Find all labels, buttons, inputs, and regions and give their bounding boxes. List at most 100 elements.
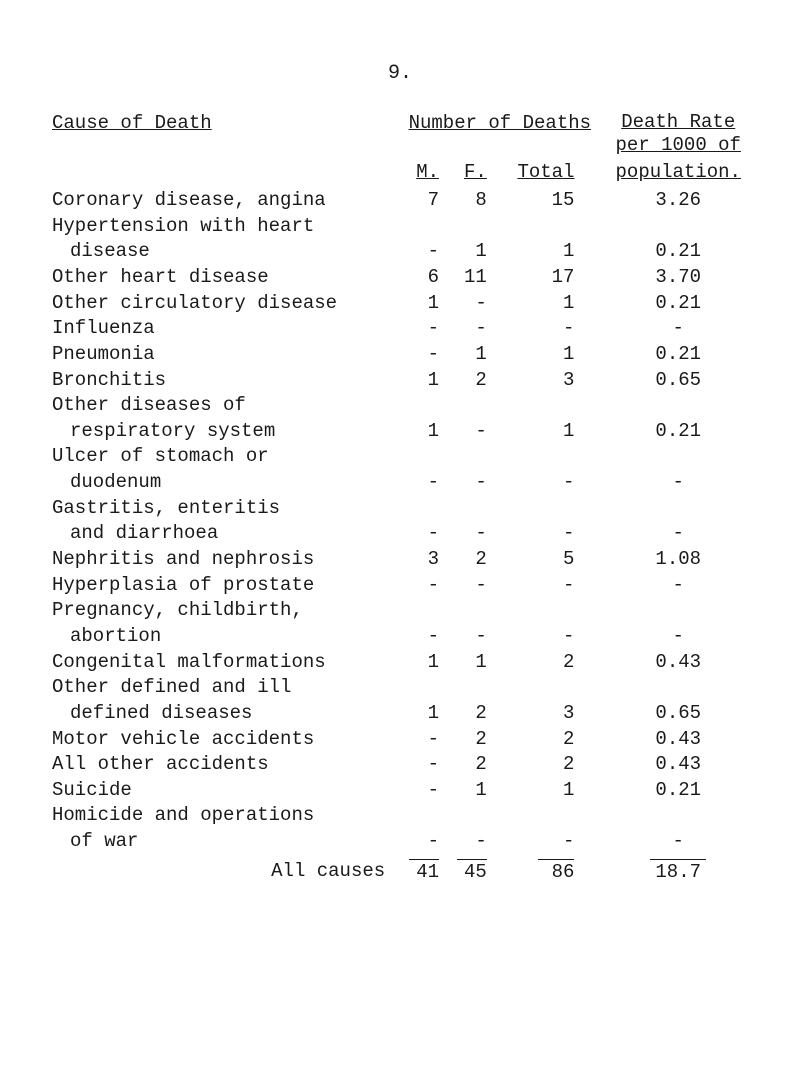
cell-rate: - [604, 829, 752, 855]
cell-t: 5 [491, 547, 605, 573]
cause-label: of war [52, 829, 138, 855]
cause-label: respiratory system [52, 419, 275, 445]
cell-m: - [395, 470, 443, 496]
cell-f: - [443, 624, 491, 650]
cause-label: Coronary disease, angina [52, 189, 326, 211]
table-row: defined diseases1230.65 [48, 701, 752, 727]
cell-m: 1 [395, 419, 443, 445]
cell-f: 2 [443, 547, 491, 573]
cell-f: 1 [443, 239, 491, 265]
header-per1000: per 1000 of [616, 134, 741, 156]
table-row: Influenza---- [48, 316, 752, 342]
header-f: F. [464, 161, 487, 183]
table-row: Hypertension with heart [48, 214, 752, 240]
all-causes-row: All causes 41 45 86 18.7 [48, 855, 752, 886]
cause-label: Influenza [52, 317, 155, 339]
cell-m: - [395, 752, 443, 778]
cell-rate [604, 803, 752, 829]
cell-m: 3 [395, 547, 443, 573]
table-row: Other heart disease611173.70 [48, 265, 752, 291]
cell-rate [604, 675, 752, 701]
cause-label: Other defined and ill [52, 676, 291, 698]
table-row: of war---- [48, 829, 752, 855]
cause-label: Congenital malformations [52, 651, 326, 673]
cell-rate: 3.70 [604, 265, 752, 291]
total-rate: 18.7 [650, 859, 706, 886]
cell-t: - [491, 316, 605, 342]
cell-t [491, 803, 605, 829]
page: 9. Cause of Death Number of Deaths Death… [0, 0, 800, 885]
cell-m [395, 444, 443, 470]
cell-f: 2 [443, 727, 491, 753]
cause-label: Motor vehicle accidents [52, 728, 314, 750]
cell-t: 1 [491, 778, 605, 804]
table-row: duodenum---- [48, 470, 752, 496]
cell-rate: - [604, 316, 752, 342]
table-row: Other defined and ill [48, 675, 752, 701]
cell-f: 1 [443, 342, 491, 368]
cause-label: Bronchitis [52, 369, 166, 391]
table-row: Gastritis, enteritis [48, 496, 752, 522]
cell-m: - [395, 316, 443, 342]
cell-rate: 3.26 [604, 188, 752, 214]
cell-t: 2 [491, 727, 605, 753]
cell-f: 1 [443, 650, 491, 676]
table-row: disease-110.21 [48, 239, 752, 265]
header-row-1: Cause of Death Number of Deaths Death Ra… [48, 111, 752, 160]
cause-label: Ulcer of stomach or [52, 445, 269, 467]
total-f: 45 [457, 859, 487, 886]
header-m: M. [416, 161, 439, 183]
cell-rate [604, 598, 752, 624]
cell-rate: 0.21 [604, 239, 752, 265]
cell-t: - [491, 470, 605, 496]
table-row: respiratory system1-10.21 [48, 419, 752, 445]
header-death-rate: Death Rate [621, 111, 735, 133]
cell-rate: 0.21 [604, 419, 752, 445]
cell-t: 17 [491, 265, 605, 291]
cell-rate: 0.21 [604, 342, 752, 368]
cell-f: - [443, 470, 491, 496]
cell-t [491, 393, 605, 419]
cell-rate: 0.21 [604, 778, 752, 804]
cell-t: 3 [491, 368, 605, 394]
cell-f [443, 675, 491, 701]
cell-m: 1 [395, 368, 443, 394]
cell-m: - [395, 342, 443, 368]
cell-f: 2 [443, 701, 491, 727]
cause-label: duodenum [52, 470, 161, 496]
cause-label: Hypertension with heart [52, 215, 314, 237]
cell-t: 1 [491, 419, 605, 445]
cause-label: Pneumonia [52, 343, 155, 365]
cause-label: Other diseases of [52, 394, 246, 416]
header-cause: Cause of Death [52, 112, 212, 134]
header-total: Total [517, 161, 574, 183]
cell-t [491, 496, 605, 522]
cell-f [443, 496, 491, 522]
cell-t: 1 [491, 342, 605, 368]
cause-label: Pregnancy, childbirth, [52, 599, 303, 621]
header-number-of-deaths: Number of Deaths [409, 112, 591, 134]
cause-label: disease [52, 239, 150, 265]
cell-m: 7 [395, 188, 443, 214]
cause-label: Other circulatory disease [52, 292, 337, 314]
cell-t: 1 [491, 239, 605, 265]
page-number: 9. [48, 60, 752, 87]
cell-f [443, 214, 491, 240]
cell-rate: 0.65 [604, 701, 752, 727]
cause-label: and diarrhoea [52, 521, 218, 547]
cell-f: - [443, 521, 491, 547]
table-row: All other accidents-220.43 [48, 752, 752, 778]
cell-f: 1 [443, 778, 491, 804]
cell-rate: 0.43 [604, 752, 752, 778]
cell-t [491, 598, 605, 624]
table-row: Bronchitis1230.65 [48, 368, 752, 394]
table-row: Nephritis and nephrosis3251.08 [48, 547, 752, 573]
cell-f: - [443, 291, 491, 317]
table-row: Other diseases of [48, 393, 752, 419]
cause-label: Gastritis, enteritis [52, 497, 280, 519]
cell-t: - [491, 829, 605, 855]
cell-m: - [395, 521, 443, 547]
total-m: 41 [409, 859, 439, 886]
table-row: Congenital malformations1120.43 [48, 650, 752, 676]
cell-t: 1 [491, 291, 605, 317]
